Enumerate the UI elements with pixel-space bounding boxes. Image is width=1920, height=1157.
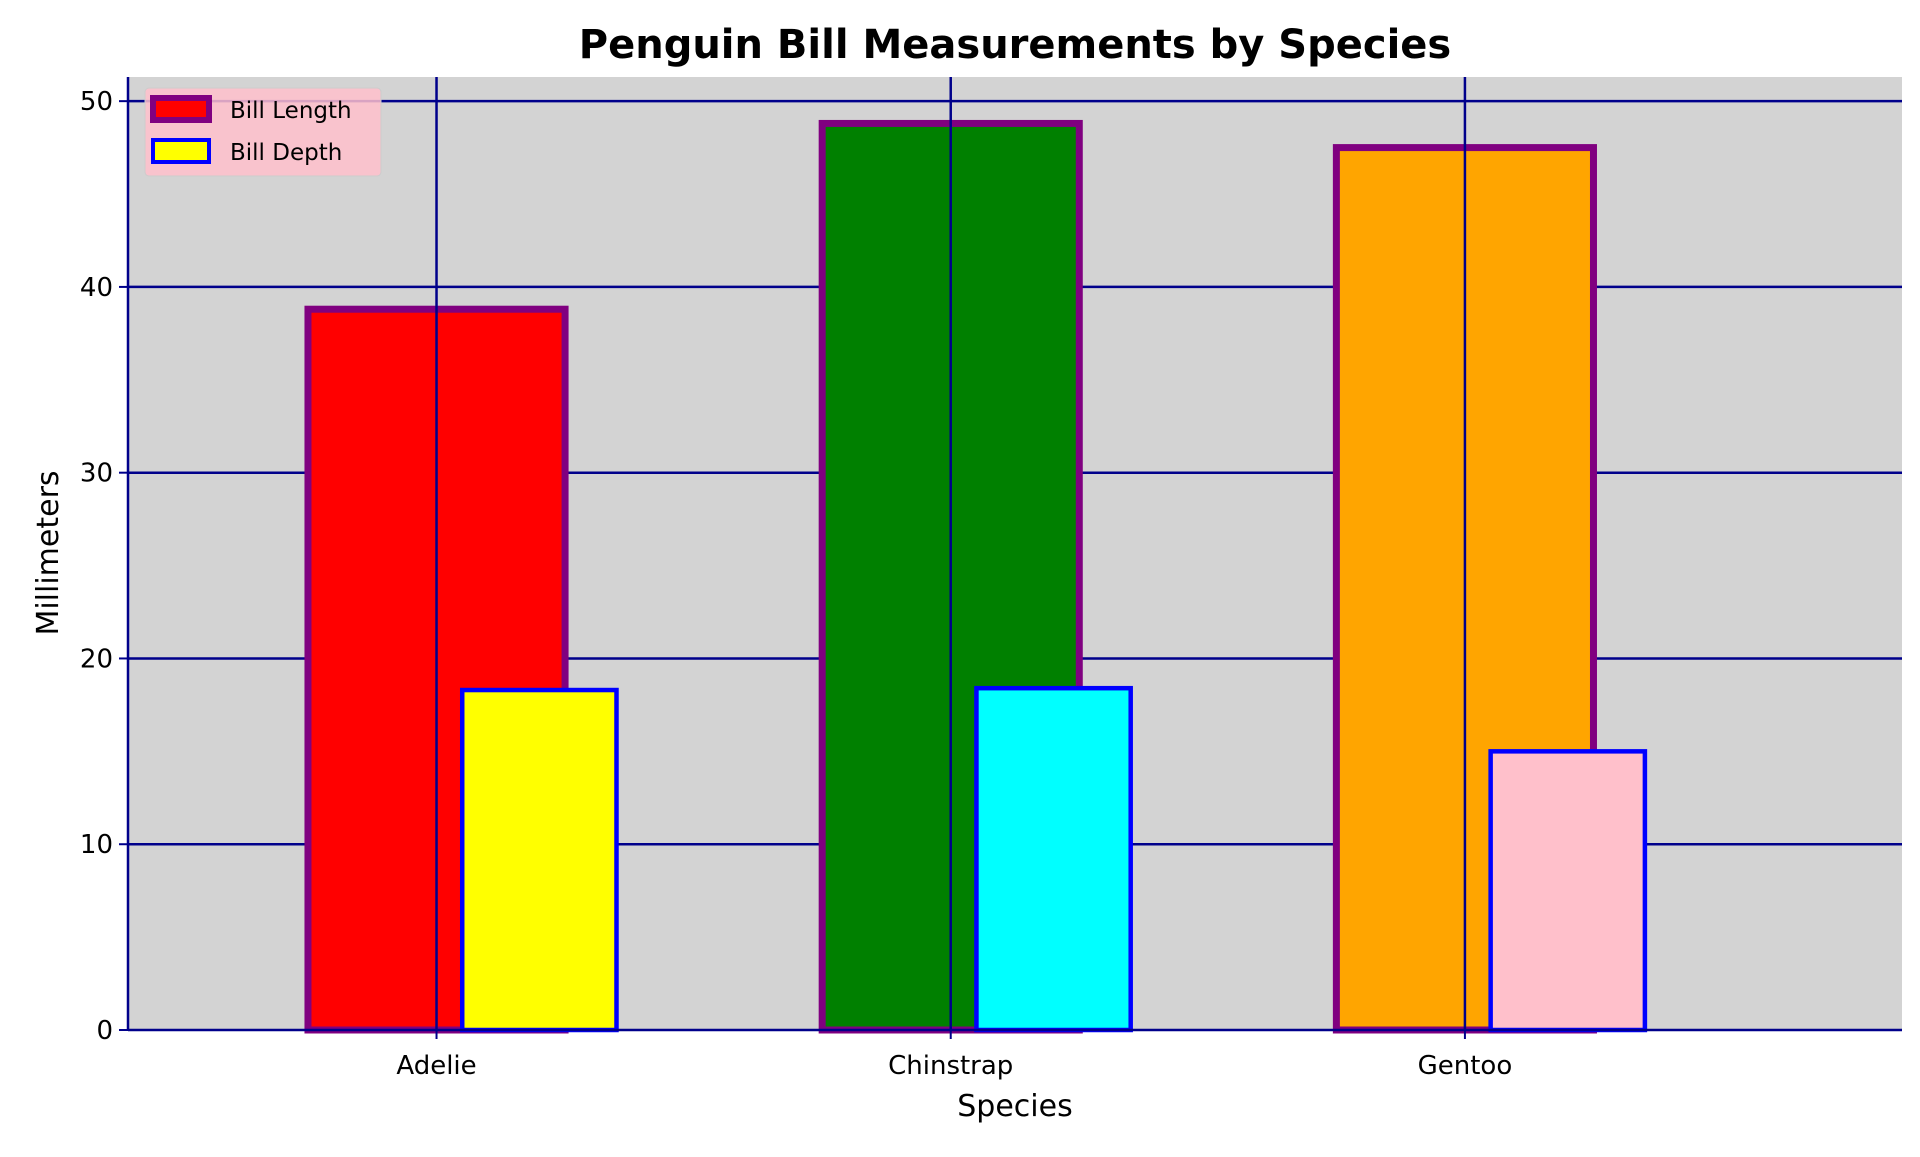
legend: Bill Length Bill Depth: [144, 87, 382, 177]
y-axis-label: Millimeters: [31, 470, 66, 635]
legend-swatch-bill-length: [150, 95, 212, 123]
x-tick-label-adelie: Adelie: [396, 1051, 476, 1081]
y-tick-label: 40: [80, 273, 113, 303]
chart-title: Penguin Bill Measurements by Species: [579, 22, 1451, 68]
bar-bill-depth-adelie: [459, 687, 619, 1033]
legend-swatch-bill-depth: [151, 138, 211, 164]
y-tick-label: 20: [80, 644, 113, 674]
bar-bill-depth-chinstrap: [974, 685, 1133, 1033]
bars: [304, 77, 1648, 1034]
legend-label-bill-depth: Bill Depth: [230, 140, 342, 166]
legend-label-bill-length: Bill Length: [230, 98, 352, 124]
axes: [126, 77, 1902, 1032]
bar-bill-depth-gentoo: [1488, 749, 1648, 1033]
y-tick-label: 0: [96, 1016, 113, 1046]
y-tick-label: 30: [80, 459, 113, 489]
x-axis-label: Species: [957, 1089, 1072, 1124]
tick-labels: 0 10 20 30 40 50 Adelie Chinstrap Gentoo: [80, 87, 1512, 1081]
y-tick-label: 10: [80, 830, 113, 860]
y-tick-label: 50: [80, 87, 113, 117]
x-tick-label-gentoo: Gentoo: [1418, 1051, 1513, 1081]
x-tick-label-chinstrap: Chinstrap: [888, 1051, 1013, 1081]
